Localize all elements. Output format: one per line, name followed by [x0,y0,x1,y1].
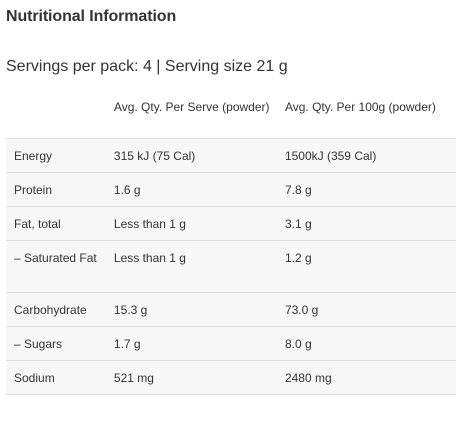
cell-nutrient: – Sugars [14,337,63,351]
cell-nutrient: Energy [14,149,53,163]
header-per-100g: Avg. Qty. Per 100g (powder) [284,100,436,114]
table-row: Protein 1.6 g 7.8 g [6,172,456,207]
table-row: – Saturated Fat Less than 1 g 1.2 g [6,240,456,293]
cell-per-100g: 73.0 g [284,303,319,317]
cell-per-serve: 1.7 g [113,337,141,351]
table-row: – Sugars 1.7 g 8.0 g [6,326,456,361]
table-row: Energy 315 kJ (75 Cal) 1500kJ (359 Cal) [6,138,456,173]
cell-per-100g: 3.1 g [284,217,312,231]
cell-nutrient: Carbohydrate [14,303,87,317]
servings-info: Servings per pack: 4 | Serving size 21 g [6,58,288,75]
cell-per-serve: 15.3 g [113,303,148,317]
header-per-serve: Avg. Qty. Per Serve (powder) [113,100,270,114]
cell-per-100g: 2480 mg [284,371,332,385]
table-header-row: Avg. Qty. Per Serve (powder) Avg. Qty. P… [6,96,456,139]
cell-per-100g: 1500kJ (359 Cal) [284,149,377,163]
cell-per-100g: 8.0 g [284,337,312,351]
table-row: Sodium 521 mg 2480 mg [6,360,456,395]
table-row: Carbohydrate 15.3 g 73.0 g [6,292,456,327]
cell-per-100g: 1.2 g [284,251,312,265]
cell-per-serve: 315 kJ (75 Cal) [113,149,196,163]
cell-nutrient: Fat, total [14,217,61,231]
table-row: Fat, total Less than 1 g 3.1 g [6,206,456,241]
cell-nutrient: – Saturated Fat [14,251,97,265]
cell-per-serve: Less than 1 g [113,251,186,265]
cell-per-serve: Less than 1 g [113,217,186,231]
cell-nutrient: Sodium [14,371,55,385]
header-nutrient [6,96,114,139]
cell-per-100g: 7.8 g [284,183,312,197]
cell-per-serve: 1.6 g [113,183,141,197]
cell-per-serve: 521 mg [113,371,154,385]
nutrition-table: Avg. Qty. Per Serve (powder) Avg. Qty. P… [6,96,456,395]
cell-nutrient: Protein [14,183,53,197]
page-title: Nutritional Information [6,8,177,25]
